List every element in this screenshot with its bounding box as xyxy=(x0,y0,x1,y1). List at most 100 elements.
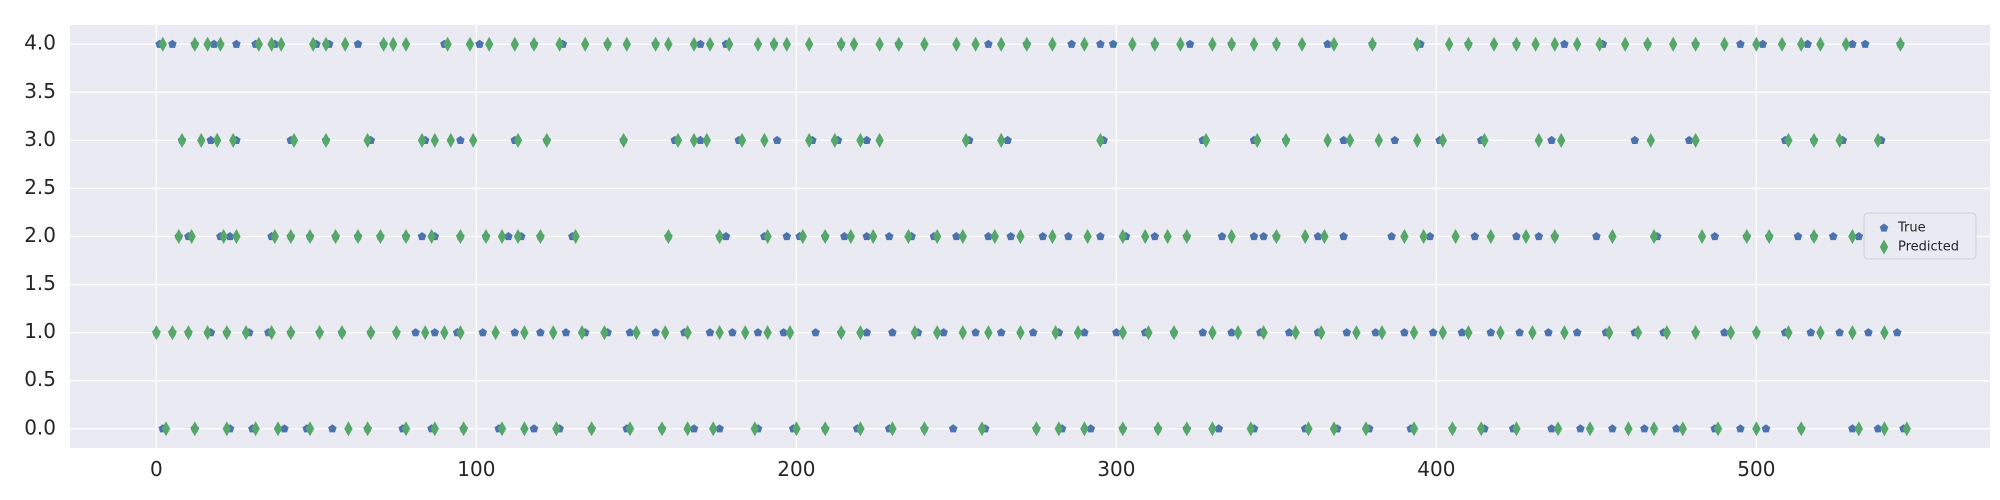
true-point xyxy=(840,232,849,241)
true-point xyxy=(715,424,724,433)
predicted-point xyxy=(1054,421,1063,437)
true-point xyxy=(705,328,715,337)
true-point xyxy=(984,232,993,241)
predicted-point xyxy=(837,325,846,341)
true-point xyxy=(1227,328,1236,337)
predicted-point xyxy=(600,325,609,341)
predicted-point xyxy=(664,36,673,52)
predicted-point xyxy=(625,421,635,437)
true-point xyxy=(1457,328,1467,337)
predicted-point xyxy=(1448,421,1457,437)
true-point xyxy=(206,135,216,144)
x-tick-label: 100 xyxy=(457,457,495,481)
predicted-point xyxy=(760,132,769,148)
true-point xyxy=(1185,39,1195,48)
predicted-point xyxy=(1301,229,1310,244)
true-point xyxy=(996,328,1006,337)
true-point xyxy=(1592,232,1601,241)
predicted-point xyxy=(1083,229,1092,244)
predicted-point xyxy=(1259,325,1268,341)
predicted-point xyxy=(1249,36,1259,52)
predicted-point xyxy=(1557,132,1566,148)
predicted-point xyxy=(203,36,212,52)
true-point xyxy=(225,232,235,241)
true-point xyxy=(1803,39,1812,48)
predicted-point xyxy=(1605,325,1614,341)
predicted-point xyxy=(1323,132,1332,148)
predicted-point xyxy=(1368,36,1377,52)
true-point xyxy=(1736,424,1745,433)
predicted-point xyxy=(440,325,449,341)
predicted-point xyxy=(1713,421,1723,437)
predicted-point xyxy=(689,132,699,148)
x-tick-label: 300 xyxy=(1097,457,1135,481)
predicted-point xyxy=(1409,325,1419,341)
true-point xyxy=(1572,328,1582,337)
true-point xyxy=(1892,328,1902,337)
predicted-point xyxy=(587,421,596,437)
predicted-point xyxy=(971,36,980,52)
predicted-point xyxy=(715,325,724,341)
true-point xyxy=(1198,328,1208,337)
predicted-point xyxy=(830,132,839,148)
predicted-point xyxy=(1809,132,1819,148)
predicted-point xyxy=(1646,132,1655,148)
predicted-point xyxy=(510,36,519,52)
true-point xyxy=(696,39,705,48)
predicted-point xyxy=(1797,36,1806,52)
predicted-point xyxy=(363,132,372,148)
y-tick-label: 4.0 xyxy=(24,31,56,55)
true-point xyxy=(884,232,894,241)
true-point xyxy=(1284,328,1294,337)
predicted-point xyxy=(401,229,411,244)
data-points xyxy=(152,36,1911,437)
predicted-point xyxy=(1345,132,1355,148)
true-point xyxy=(280,424,289,433)
predicted-point xyxy=(1329,36,1339,52)
predicted-point xyxy=(1777,36,1787,52)
predicted-point xyxy=(798,229,807,244)
legend-predicted-icon xyxy=(1879,239,1889,255)
predicted-point xyxy=(1329,421,1339,437)
true-point xyxy=(625,328,635,337)
predicted-point xyxy=(875,36,884,52)
predicted-point xyxy=(741,325,750,341)
predicted-point xyxy=(1848,229,1857,244)
predicted-point xyxy=(241,325,251,341)
predicted-point xyxy=(1512,421,1521,437)
true-point xyxy=(1684,135,1694,144)
true-point xyxy=(1064,232,1073,241)
predicted-point xyxy=(421,325,430,341)
predicted-point xyxy=(1809,229,1819,244)
true-point xyxy=(1736,39,1745,48)
predicted-point xyxy=(481,229,491,244)
predicted-point xyxy=(1361,421,1371,437)
predicted-point xyxy=(805,132,814,148)
predicted-point xyxy=(497,229,507,244)
predicted-point xyxy=(1272,36,1281,52)
predicted-point xyxy=(222,325,231,341)
predicted-point xyxy=(456,325,465,341)
predicted-point xyxy=(161,421,171,437)
true-point xyxy=(753,328,763,337)
predicted-point xyxy=(443,36,452,52)
predicted-point xyxy=(152,325,161,341)
predicted-point xyxy=(1096,132,1105,148)
predicted-point xyxy=(459,421,468,437)
predicted-point xyxy=(456,229,465,244)
predicted-point xyxy=(536,229,545,244)
predicted-point xyxy=(401,421,411,437)
predicted-point xyxy=(1141,229,1150,244)
predicted-point xyxy=(168,325,177,341)
true-point xyxy=(1828,232,1838,241)
true-point xyxy=(328,424,337,433)
true-point xyxy=(1339,232,1348,241)
predicted-point xyxy=(664,229,673,244)
predicted-point xyxy=(392,325,401,341)
predicted-point xyxy=(1553,421,1563,437)
true-point xyxy=(1249,232,1259,241)
predicted-point xyxy=(763,229,772,244)
true-point xyxy=(862,328,872,337)
x-tick-label: 0 xyxy=(150,457,163,481)
true-point xyxy=(561,328,571,337)
